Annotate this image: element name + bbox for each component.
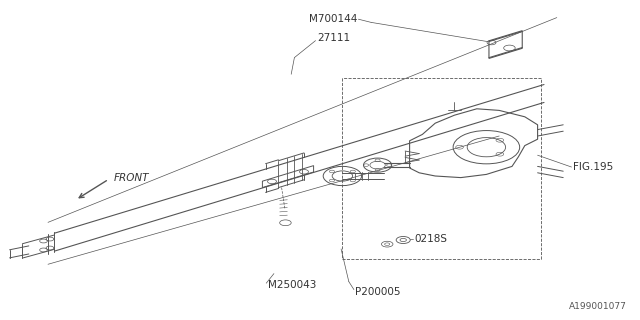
Text: FIG.195: FIG.195 — [573, 162, 613, 172]
Text: 27111: 27111 — [317, 33, 350, 44]
Text: M250043: M250043 — [268, 280, 316, 291]
Text: 0218S: 0218S — [415, 234, 448, 244]
Text: A199001077: A199001077 — [570, 302, 627, 311]
Text: M700144: M700144 — [308, 14, 357, 24]
Text: FRONT: FRONT — [114, 172, 149, 183]
Text: P200005: P200005 — [355, 287, 401, 297]
